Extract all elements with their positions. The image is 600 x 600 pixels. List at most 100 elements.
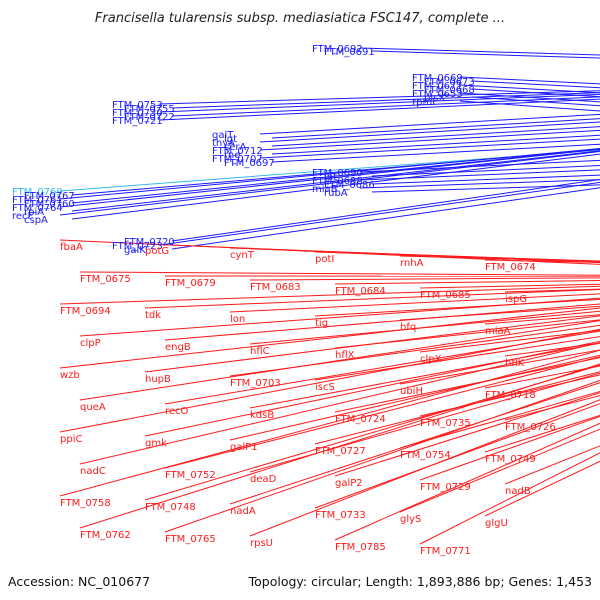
red-label-connector (79, 297, 600, 337)
minus-gene-label: miaA (485, 326, 511, 337)
red-label-connector (164, 379, 600, 533)
minus-gene-label: nadB (505, 486, 531, 497)
minus-gene-label: rpsU (250, 538, 273, 549)
red-label-connector (314, 371, 600, 445)
red-label-connector (144, 340, 600, 437)
red-label-connector (79, 363, 600, 529)
minus-gene-label: kdsB (250, 410, 274, 421)
red-label-connector (334, 422, 600, 541)
minus-gene-label: FTM_0758 (60, 498, 111, 509)
minus-gene-label: FTM_0726 (505, 422, 556, 433)
red-label-connector (79, 320, 600, 401)
plus-gene-label: FTM_0753 (112, 100, 163, 111)
plus-gene-label: rne (224, 150, 240, 161)
plus-gene-label: FTM_0764 (12, 203, 63, 214)
plus-gene-label: miaB (312, 184, 338, 195)
blue-label-connector (271, 126, 600, 147)
red-label-connector (164, 330, 600, 405)
red-label-connector (59, 328, 600, 433)
minus-gene-label: cynT (230, 250, 255, 261)
minus-gene-label: FTM_0752 (165, 470, 216, 481)
red-label-connector (334, 392, 600, 477)
plus-gene-label: FTM_0669 (412, 73, 463, 84)
minus-gene-label: FTM_0685 (420, 290, 471, 301)
red-label-connector (144, 364, 600, 501)
plus-gene-label: rpiA (24, 207, 44, 218)
minus-gene-label: FTM_0748 (145, 502, 196, 513)
blue-label-connector (159, 93, 600, 113)
blue-label-connector (159, 98, 600, 121)
blue-label-connector (259, 121, 600, 143)
minus-gene-label: FTM_0735 (420, 418, 471, 429)
plus-gene-label: recF (12, 211, 34, 222)
minus-gene-label: nadA (230, 506, 256, 517)
red-label-connector (419, 415, 600, 481)
minus-gene-label: FTM_0754 (400, 450, 451, 461)
red-label-connector (334, 319, 600, 349)
blue-label-connector (159, 90, 600, 105)
blue-label-connector (59, 150, 600, 216)
red-label-connector (249, 372, 600, 473)
plus-gene-label: FTM_0686 (324, 180, 375, 191)
red-label-connector (334, 280, 600, 285)
minus-gene-label: deaD (250, 474, 277, 485)
minus-gene-label: ppiC (60, 434, 82, 445)
red-label-connector (164, 356, 600, 469)
minus-gene-label: wzb (60, 370, 80, 381)
plus-gene-label: rpmF (412, 97, 438, 108)
blue-label-connector (159, 181, 600, 246)
minus-gene-label: hflC (250, 346, 270, 357)
plus-gene-label: FTM_0690 (312, 168, 363, 179)
plus-gene-label: FTM_0712 (212, 146, 263, 157)
minus-gene-label: clpX (420, 354, 442, 365)
minus-gene-label: FTM_0749 (485, 454, 536, 465)
red-label-connector (144, 315, 600, 373)
minus-gene-label: FTM_0718 (485, 390, 536, 401)
blue-label-connector (271, 118, 600, 139)
minus-gene-label: ubiH (400, 386, 423, 397)
red-label-connector (249, 277, 600, 281)
minus-gene-label: recO (165, 406, 189, 417)
plus-gene-label: FTM_0767 (24, 191, 75, 202)
red-label-connector (314, 298, 600, 317)
plus-gene-label: FTM_0707 (212, 154, 263, 165)
red-label-connector (419, 452, 600, 545)
red-label-connector (229, 293, 600, 313)
plus-gene-label: FTM_0692 (312, 44, 363, 55)
plus-gene-label: int (324, 172, 337, 183)
minus-gene-label: hflK (505, 358, 525, 369)
label-layer: 700 kbp720 kbp740 kbp760 kbp780 kbp800 k… (12, 44, 556, 557)
plus-gene-label: FTM_0760 (24, 199, 75, 210)
plus-gene-label: FTM_0722 (124, 112, 175, 123)
accession-text: Accession: NC_010677 (8, 574, 150, 589)
minus-gene-label: clpP (80, 338, 101, 349)
minus-gene-label: FTM_0729 (420, 482, 471, 493)
blue-label-connector (271, 143, 600, 163)
red-label-connector (229, 382, 600, 505)
blue-label-connector (171, 92, 600, 109)
minus-gene-label: hflX (335, 350, 355, 361)
plus-gene-label: plsX (424, 93, 445, 104)
minus-gene-label: tdk (145, 310, 161, 321)
red-label-connector (164, 275, 600, 277)
minus-gene-label: FTM_0727 (315, 446, 366, 457)
minus-gene-label: FTM_0785 (335, 542, 386, 553)
red-label-connector (504, 395, 600, 421)
blue-label-connector (171, 96, 600, 117)
blue-label-connector (71, 150, 600, 212)
red-label-connector (314, 403, 600, 509)
blue-label-connector (71, 148, 600, 204)
plus-gene-label: FTM_0769 (12, 187, 63, 198)
minus-gene-label: nadC (80, 466, 106, 477)
red-label-connector (164, 303, 600, 341)
genome-summary-text: Topology: circular; Length: 1,893,886 bp… (248, 574, 592, 589)
minus-gene-label: queA (80, 402, 106, 413)
plus-gene-label: FTM_0761 (12, 195, 63, 206)
minus-gene-label: galP2 (335, 478, 363, 489)
map-title: Francisella tularensis subsp. mediasiati… (95, 11, 505, 26)
minus-gene-label: FTM_0724 (335, 414, 386, 425)
minus-gene-label: engB (165, 342, 191, 353)
plus-gene-label: FTM_0688 (312, 176, 363, 187)
blue-label-connector (371, 50, 600, 59)
